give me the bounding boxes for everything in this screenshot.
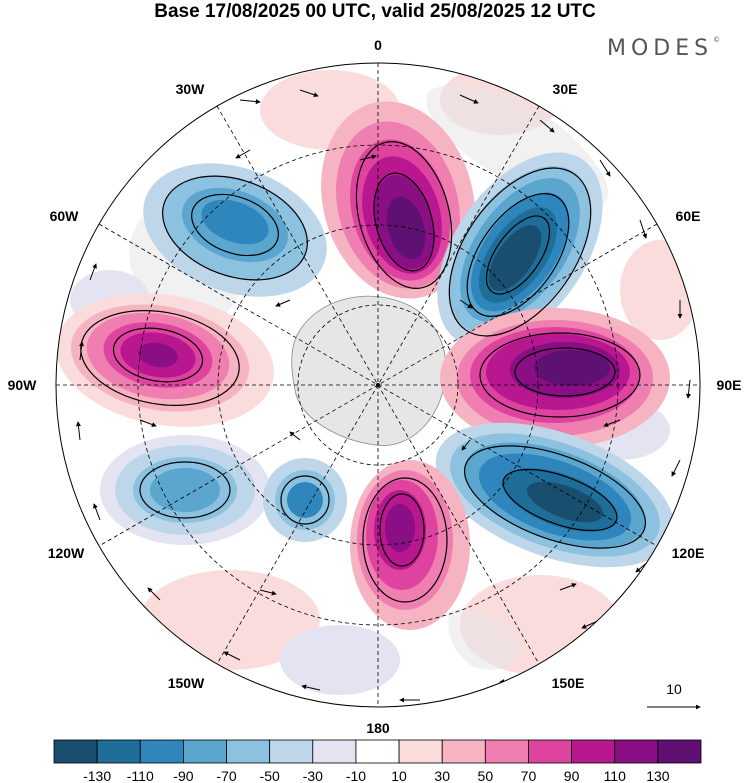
negative-center-northwest [143,163,327,297]
lon-label-150e: 150E [552,675,585,691]
colorbar-tick-label: -90 [173,768,193,783]
lon-label-0: 0 [374,37,382,53]
colorbar-tick-label: -50 [260,768,280,783]
colorbar-swatch [398,739,443,764]
colorbar-swatch [139,739,184,764]
streamlines [80,141,647,603]
copyright-mark: © [713,36,721,44]
map-title: Base 17/08/2025 00 UTC, valid 25/08/2025… [154,1,596,22]
lon-label-60e: 60E [676,208,701,224]
colorbar-tick-label: -110 [127,768,154,783]
reference-vector: 10 [647,681,701,710]
positive-center-south [350,460,470,630]
lon-label-120e: 120E [672,545,705,561]
colorbar-tick-label: 50 [478,768,494,783]
reference-vector-label: 10 [666,681,682,697]
colorbar-tick-label: -70 [216,768,236,783]
anomaly-centers [56,101,675,630]
lon-label-90w: 90W [8,377,38,393]
colorbar-swatch [53,739,98,764]
colorbar-tick-label: 70 [521,768,537,783]
colorbar-tick-label: 130 [646,768,670,783]
colorbar-swatch [96,739,141,764]
positive-center-north [321,101,475,299]
colorbar-swatch [312,739,357,764]
disc-border [55,62,701,708]
lon-label-90e: 90E [717,377,742,393]
colorbar-swatch [528,739,572,764]
pole-marker [376,383,380,387]
colorbar-swatch [614,739,659,764]
colorbar-tick-label: 110 [604,768,627,783]
new-zealand-land [448,609,520,670]
colorbar-tick-label: 30 [434,768,450,783]
colorbar-tick-label: 90 [564,768,580,783]
colorbar-tick-label: -30 [303,768,323,783]
colorbar-swatches [53,739,702,764]
lon-label-30e: 30E [553,81,578,97]
colorbar-swatch [571,739,616,764]
colorbar-swatch [226,739,271,764]
negative-center-southwest [100,435,347,545]
longitude-labels: 0 30E 60E 90E 120E 150E 180 150W 120W 90… [8,37,742,736]
colorbar-tick-label: 10 [391,768,407,783]
colorbar-swatch [441,739,486,764]
negative-blob-s [280,625,400,695]
colorbar-swatch [484,739,529,764]
lon-label-120w: 120W [48,545,85,561]
colorbar-tick-label: -10 [346,768,366,783]
colorbar: -130 -110 -90 -70 -50 -30 -10 10 30 50 70 90 110 130 [53,739,702,783]
colorbar-tick-labels: -130 -110 -90 -70 -50 -30 -10 10 30 50 70 90 110 130 [83,768,670,783]
colorbar-swatch [269,739,314,764]
negative-center-northeast [437,152,603,348]
lon-label-150w: 150W [168,675,205,691]
colorbar-tick-label: -130 [83,768,111,783]
colorbar-swatch [657,739,702,764]
brand-text: MODES [607,36,714,61]
lon-label-60w: 60W [50,208,80,224]
colorbar-swatch [355,739,400,764]
modes-logo: MODES© [607,36,720,61]
colorbar-swatch [182,739,227,764]
positive-blob-e [620,240,700,340]
negative-center-southeast [435,422,675,568]
lon-label-180: 180 [366,720,390,736]
lon-label-30w: 30W [176,81,206,97]
